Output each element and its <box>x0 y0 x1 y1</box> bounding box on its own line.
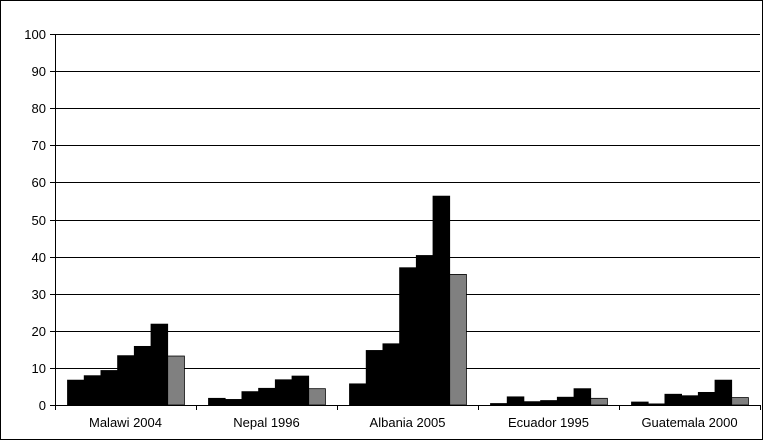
x-category-label: Nepal 1996 <box>233 415 300 430</box>
bar-ecuador-1995-s7 <box>590 397 608 406</box>
bar-guatemala-2000-s7 <box>731 397 749 406</box>
y-tick-label: 0 <box>39 398 46 413</box>
bar-ecuador-1995-s3 <box>523 401 542 406</box>
bar-guatemala-2000-s1 <box>631 401 649 406</box>
y-tick-label: 30 <box>32 287 46 302</box>
bar-albania-2005-s1 <box>349 383 367 406</box>
y-tick-label: 100 <box>24 27 46 42</box>
bar-nepal-1996-s6 <box>291 375 310 406</box>
bar-malawi-2004-s5 <box>133 345 152 406</box>
bar-guatemala-2000-s2 <box>647 403 666 406</box>
bar-malawi-2004-s7 <box>167 355 185 406</box>
bar-albania-2005-s6 <box>432 195 451 406</box>
bar-ecuador-1995-s6 <box>573 388 592 406</box>
bar-malawi-2004-s1 <box>67 379 85 406</box>
bar-albania-2005-s3 <box>382 343 400 406</box>
x-category-label: Albania 2005 <box>370 415 446 430</box>
bar-malawi-2004-s2 <box>83 375 102 406</box>
x-category-label: Ecuador 1995 <box>508 415 589 430</box>
bars <box>67 195 749 406</box>
bar-guatemala-2000-s5 <box>697 391 716 406</box>
bar-albania-2005-s7 <box>449 274 467 406</box>
bar-nepal-1996-s1 <box>208 397 226 406</box>
bar-nepal-1996-s2 <box>224 399 243 406</box>
y-tick-label: 50 <box>32 213 46 228</box>
bar-malawi-2004-s6 <box>150 323 169 406</box>
x-axis-labels: Malawi 2004 Nepal 1996 Albania 2005 Ecuador… <box>89 415 738 430</box>
bar-nepal-1996-s7 <box>308 388 326 406</box>
y-tick-label: 60 <box>32 175 46 190</box>
bar-ecuador-1995-s4 <box>540 400 558 406</box>
bar-ecuador-1995-s5 <box>556 396 575 406</box>
bar-nepal-1996-s4 <box>258 387 276 406</box>
x-category-label: Guatemala 2000 <box>641 415 737 430</box>
bar-ecuador-1995-s1 <box>490 403 508 406</box>
bar-malawi-2004-s3 <box>100 370 119 406</box>
bar-guatemala-2000-s4 <box>681 395 699 406</box>
gridlines <box>55 34 760 369</box>
bar-ecuador-1995-s2 <box>506 396 525 406</box>
y-tick-label: 70 <box>32 138 46 153</box>
y-tick-label: 80 <box>32 101 46 116</box>
bar-albania-2005-s4 <box>399 267 417 406</box>
axes <box>55 34 761 410</box>
y-axis-ticks: 0 10 20 30 40 50 60 70 80 90 100 <box>24 27 55 413</box>
bar-albania-2005-s5 <box>415 255 434 406</box>
bar-guatemala-2000-s3 <box>664 393 683 406</box>
bar-nepal-1996-s3 <box>241 391 259 406</box>
bar-nepal-1996-s5 <box>274 379 293 406</box>
y-tick-label: 90 <box>32 64 46 79</box>
y-tick-label: 20 <box>32 324 46 339</box>
x-category-label: Malawi 2004 <box>89 415 162 430</box>
bar-malawi-2004-s4 <box>117 355 135 406</box>
y-tick-label: 10 <box>32 361 46 376</box>
bar-guatemala-2000-s6 <box>714 379 733 406</box>
y-tick-label: 40 <box>32 250 46 265</box>
bar-albania-2005-s2 <box>365 350 384 406</box>
